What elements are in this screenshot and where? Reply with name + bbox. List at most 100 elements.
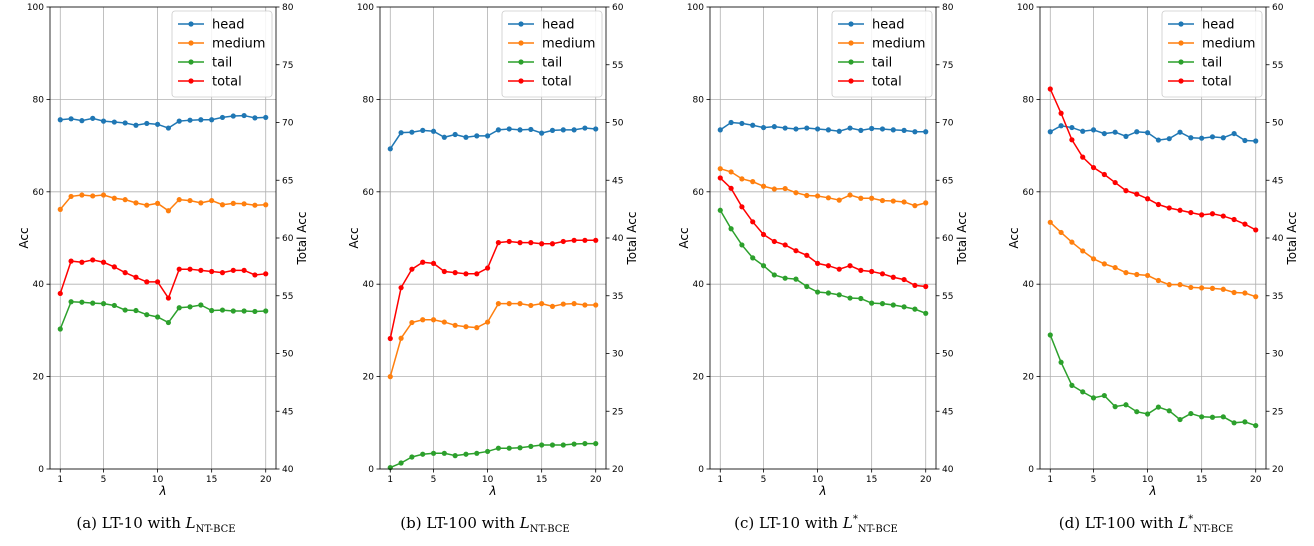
data-point-total xyxy=(771,238,777,245)
data-point-tail xyxy=(263,308,269,314)
x-axis-label: λ xyxy=(1148,484,1156,498)
y-right-axis-label: Total Acc xyxy=(955,211,969,265)
data-point-medium xyxy=(804,192,810,199)
data-point-total xyxy=(165,295,172,301)
data-point-medium xyxy=(750,179,756,185)
data-point-head xyxy=(176,118,182,124)
data-point-medium xyxy=(252,202,258,208)
y-right-tick-label: 50 xyxy=(282,350,294,360)
data-point-total xyxy=(517,240,523,246)
data-point-head xyxy=(1220,135,1226,141)
data-point-tail xyxy=(912,306,918,312)
data-point-medium xyxy=(901,199,907,205)
y-tick-label: 60 xyxy=(363,188,375,198)
data-point-total xyxy=(528,240,534,246)
y-tick-label: 60 xyxy=(1023,188,1035,198)
data-point-total xyxy=(68,258,74,264)
data-point-head xyxy=(593,126,599,132)
caption-c: (c) LT-10 with L*NT-BCE xyxy=(666,514,966,535)
chart-panel-4: 1 5 10 15 20020406080100202530354045505560λA… xyxy=(1007,3,1299,498)
data-point-total xyxy=(879,271,886,277)
y-tick-label: 60 xyxy=(693,188,705,198)
data-point-tail xyxy=(420,451,426,457)
data-point-medium xyxy=(1112,264,1118,271)
data-point-head xyxy=(1069,124,1075,131)
data-point-total xyxy=(209,268,215,275)
legend: head medium tail total xyxy=(831,10,933,98)
data-point-tail xyxy=(100,301,107,307)
data-point-total xyxy=(923,283,929,290)
legend-label-total: total xyxy=(1202,75,1232,90)
data-point-head xyxy=(814,126,821,132)
legend-label-tail: tail xyxy=(1202,56,1222,71)
x-tick-label: 20 xyxy=(260,475,272,485)
x-tick-label: 10 xyxy=(482,475,494,485)
data-point-medium xyxy=(771,186,777,192)
y-right-tick-label: 30 xyxy=(612,350,624,360)
data-point-head xyxy=(1080,128,1086,134)
x-tick-label: 10 xyxy=(812,475,824,485)
data-point-tail xyxy=(539,442,545,448)
caption-loss-sub: NT-BCE xyxy=(195,524,236,535)
data-point-head xyxy=(187,117,193,123)
data-point-medium xyxy=(847,192,853,198)
data-point-tail xyxy=(1231,420,1237,426)
data-point-tail xyxy=(804,283,810,290)
data-point-head xyxy=(1231,130,1237,137)
data-point-total xyxy=(539,241,545,247)
legend-label-total: total xyxy=(542,75,572,90)
data-point-medium xyxy=(1058,229,1064,236)
legend-label-head: head xyxy=(212,18,244,33)
legend-label-head: head xyxy=(1202,18,1234,33)
y-right-tick-label: 60 xyxy=(942,234,954,244)
chart-panel-2: 1 5 10 15 20020406080100202530354045505560λA… xyxy=(347,3,639,498)
data-point-medium xyxy=(539,301,545,307)
data-point-medium xyxy=(1144,272,1151,279)
data-point-total xyxy=(1112,179,1118,186)
data-point-medium xyxy=(560,301,566,307)
data-point-head xyxy=(100,118,107,124)
data-point-total xyxy=(506,238,512,245)
x-tick-label: 20 xyxy=(1250,475,1262,485)
data-point-total xyxy=(1090,164,1097,171)
legend-marker-total xyxy=(188,78,194,84)
legend-marker-total xyxy=(1178,78,1184,84)
data-point-tail xyxy=(484,448,491,455)
data-point-total xyxy=(252,272,258,278)
data-point-tail xyxy=(582,440,588,447)
x-tick-label: 1 xyxy=(1047,475,1053,485)
y-right-tick-label: 40 xyxy=(942,465,954,475)
data-point-head xyxy=(263,114,269,121)
caption-prefix: (a) LT-10 with xyxy=(76,514,186,532)
data-point-tail xyxy=(409,454,415,460)
y-tick-label: 80 xyxy=(1023,95,1035,105)
data-point-tail xyxy=(230,308,236,314)
data-point-total xyxy=(409,266,415,272)
y-right-axis-label: Total Acc xyxy=(1285,211,1299,265)
y-right-tick-label: 45 xyxy=(612,176,623,186)
data-point-head xyxy=(782,125,788,131)
data-point-tail xyxy=(923,310,929,316)
y-right-tick-label: 55 xyxy=(1272,61,1283,71)
y-right-tick-label: 30 xyxy=(1272,350,1284,360)
legend-label-tail: tail xyxy=(872,56,892,71)
data-point-total xyxy=(430,260,437,267)
legend-label-head: head xyxy=(872,18,904,33)
data-point-head xyxy=(430,128,437,134)
data-point-tail xyxy=(111,302,117,309)
y-tick-label: 100 xyxy=(1017,3,1034,13)
x-axis-label: λ xyxy=(158,484,166,498)
data-point-tail xyxy=(165,319,172,326)
data-point-head xyxy=(901,127,907,133)
data-point-medium xyxy=(398,335,404,341)
data-point-total xyxy=(111,264,117,270)
legend-marker-tail xyxy=(1178,59,1184,65)
y-right-tick-label: 80 xyxy=(942,3,954,13)
legend-label-tail: tail xyxy=(212,56,232,71)
data-point-tail xyxy=(814,289,821,295)
y-tick-label: 40 xyxy=(1023,280,1035,290)
data-point-medium xyxy=(571,301,577,307)
data-point-total xyxy=(739,204,745,210)
data-point-total xyxy=(398,285,404,291)
data-point-tail xyxy=(1166,408,1172,414)
